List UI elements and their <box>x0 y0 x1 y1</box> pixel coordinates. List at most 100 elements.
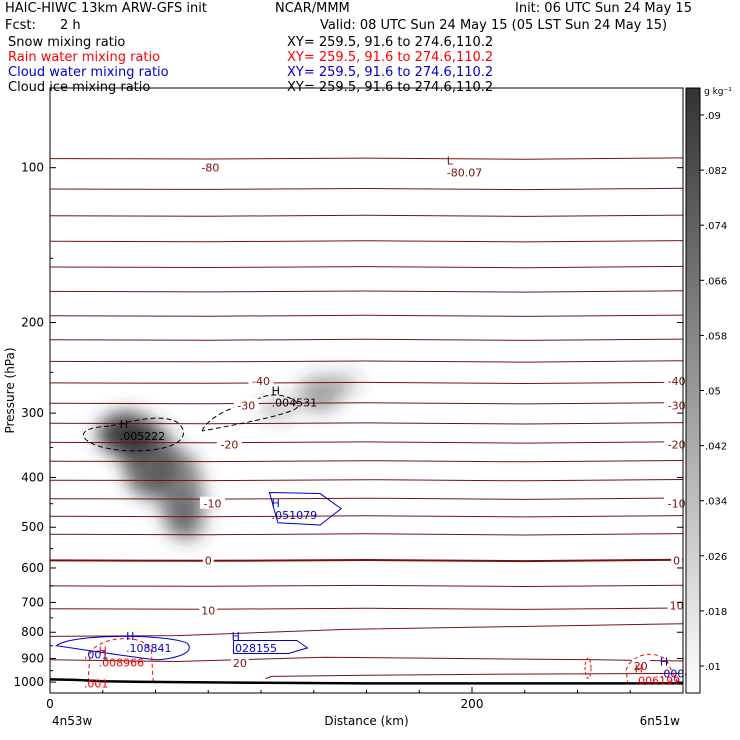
temperature-label-13: 20 <box>233 657 247 670</box>
temperature-line-0 <box>49 157 684 160</box>
temperature-label-bg-12 <box>667 598 686 611</box>
cloud-ice-contour-left <box>83 417 184 452</box>
colorbar-level-2: .026 <box>705 552 727 563</box>
field-snow-name: Snow mixing ratio <box>8 35 126 50</box>
temperature-label-1: -40 <box>252 375 270 388</box>
rain-contour-small <box>584 657 592 679</box>
temperature-line-low-1 <box>49 623 684 637</box>
temperature-line-19 <box>49 584 684 588</box>
extremum-value-5: .001 <box>84 649 109 662</box>
colorbar-level-8: .074 <box>705 221 727 232</box>
extremum-value-0: -80.07 <box>447 167 482 180</box>
extremum-mark-3: H <box>272 497 280 510</box>
x-axis-label: Distance (km) <box>324 714 408 728</box>
y-tick-label-300: 300 <box>21 406 44 420</box>
y-tick-label-100: 100 <box>21 161 44 175</box>
temperature-line-10 <box>49 402 684 405</box>
temperature-label-bg-3 <box>233 398 259 411</box>
cloud-water-contour-mid <box>268 491 343 526</box>
temperature-label-5: -20 <box>220 438 238 451</box>
field-cloud-water-name: Cloud water mixing ratio <box>8 65 169 80</box>
organization: NCAR/MMM <box>275 1 350 16</box>
colorbar-unit: g kg⁻¹ <box>704 87 732 97</box>
field-cloud-water-xy: XY= 259.5, 91.6 to 274.6,110.2 <box>287 65 494 80</box>
cloud-water-contours <box>55 491 343 661</box>
cloud-water-contour-center <box>233 639 309 655</box>
y-tick-label-1000: 1000 <box>13 675 44 689</box>
temperature-label-bg-11 <box>199 603 218 616</box>
temperature-label-0: -80 <box>201 162 219 175</box>
extremum-value-8: .008966 <box>99 656 145 669</box>
y-axis-label: Pressure (hPa) <box>3 347 17 433</box>
extremum-mark-8: H <box>99 644 107 657</box>
extremum-mark-7: H <box>660 655 668 668</box>
colorbar-level-3: .034 <box>705 497 727 508</box>
extremum-mark-0: L <box>447 155 454 168</box>
forecast-label: Fcst: <box>5 18 36 33</box>
field-rain-name: Rain water mixing ratio <box>8 50 161 65</box>
right-endpoint-label: 6n51w <box>640 714 681 728</box>
temperature-label-bg-9 <box>202 553 214 566</box>
x-tick-label-200: 200 <box>461 697 484 711</box>
temperature-line-9 <box>49 381 684 385</box>
temperature-line-1 <box>49 187 684 191</box>
extremum-value-10: .006199 <box>635 674 681 687</box>
colorbar-level-5: .05 <box>705 387 721 398</box>
extremum-value-4: .108841 <box>126 642 172 655</box>
temperature-line-7 <box>49 338 684 341</box>
extremum-value-1: .005222 <box>120 430 165 443</box>
temperature-label-9: 0 <box>205 554 212 567</box>
temperature-label-4: -30 <box>668 400 686 413</box>
extremum-value-9: .001 <box>84 678 109 691</box>
temperature-label-3: -30 <box>237 400 255 413</box>
temperature-line-12 <box>49 441 684 444</box>
temperature-label-12: 10 <box>670 600 684 613</box>
temperature-label-6: -20 <box>668 438 686 451</box>
cloud-ice-contour-right <box>201 394 299 432</box>
y-tick-label-600: 600 <box>21 561 44 575</box>
temperature-line-5 <box>49 290 684 293</box>
extremum-mark-10: H <box>635 662 643 675</box>
extremum-mark-1: H <box>120 418 128 431</box>
colorbar-level-0: .01 <box>705 662 721 673</box>
temperature-label-bg-0 <box>197 160 223 173</box>
temperature-line-18 <box>49 558 684 563</box>
temperature-line-3 <box>49 240 684 243</box>
temperature-label-bg-1 <box>248 374 274 387</box>
left-endpoint-label: 4n53w <box>52 714 93 728</box>
field-snow-xy: XY= 259.5, 91.6 to 274.6,110.2 <box>287 35 494 50</box>
y-tick-label-500: 500 <box>21 520 44 534</box>
colorbar-level-9: .082 <box>705 166 727 177</box>
valid-time: Valid: 08 UTC Sun 24 May 15 (05 LST Sun … <box>320 18 668 33</box>
extremum-value-2: .004531 <box>272 397 318 410</box>
temperature-line-2 <box>49 214 684 217</box>
contour-labels: -80 -40 -40 -30 -30 -20 -20 -10 -10 0 0 10 10 20 20 L-8… <box>84 155 699 691</box>
temperature-line-16 <box>49 515 684 518</box>
temperature-label-bg-7 <box>199 496 225 509</box>
y-tick-label-400: 400 <box>21 470 44 484</box>
temperature-line-low-3 <box>265 672 684 680</box>
snow-blob-3 <box>171 494 208 543</box>
temperature-line-6 <box>49 314 684 317</box>
model-title: HAIC-HIWC 13km ARW-GFS init <box>5 1 207 16</box>
rain-contour-left <box>87 638 154 685</box>
temperature-line-4 <box>49 265 684 269</box>
temperature-label-11: 10 <box>201 604 215 617</box>
y-tick-label-900: 900 <box>21 652 44 666</box>
colorbar: .01 .018 .026 .034 .042 .05 .058 .066 .074 .082 .0… <box>685 87 732 694</box>
temperature-label-2: -40 <box>668 375 686 388</box>
init-time: Init: 06 UTC Sun 24 May 15 <box>515 1 692 16</box>
cloud-ice-contours <box>83 394 299 452</box>
temperature-line-11 <box>49 422 684 425</box>
temperature-label-14: 20 <box>634 660 648 673</box>
field-rain-xy: XY= 259.5, 91.6 to 274.6,110.2 <box>287 50 494 65</box>
colorbar-level-4: .042 <box>705 442 727 453</box>
plot-frame <box>49 87 684 694</box>
extremum-value-6: .028155 <box>232 642 278 655</box>
colorbar-level-10: .09 <box>705 111 721 122</box>
temperature-label-bg-14 <box>631 658 650 671</box>
y-tick-label-700: 700 <box>21 595 44 609</box>
temperature-label-8: -10 <box>668 498 686 511</box>
